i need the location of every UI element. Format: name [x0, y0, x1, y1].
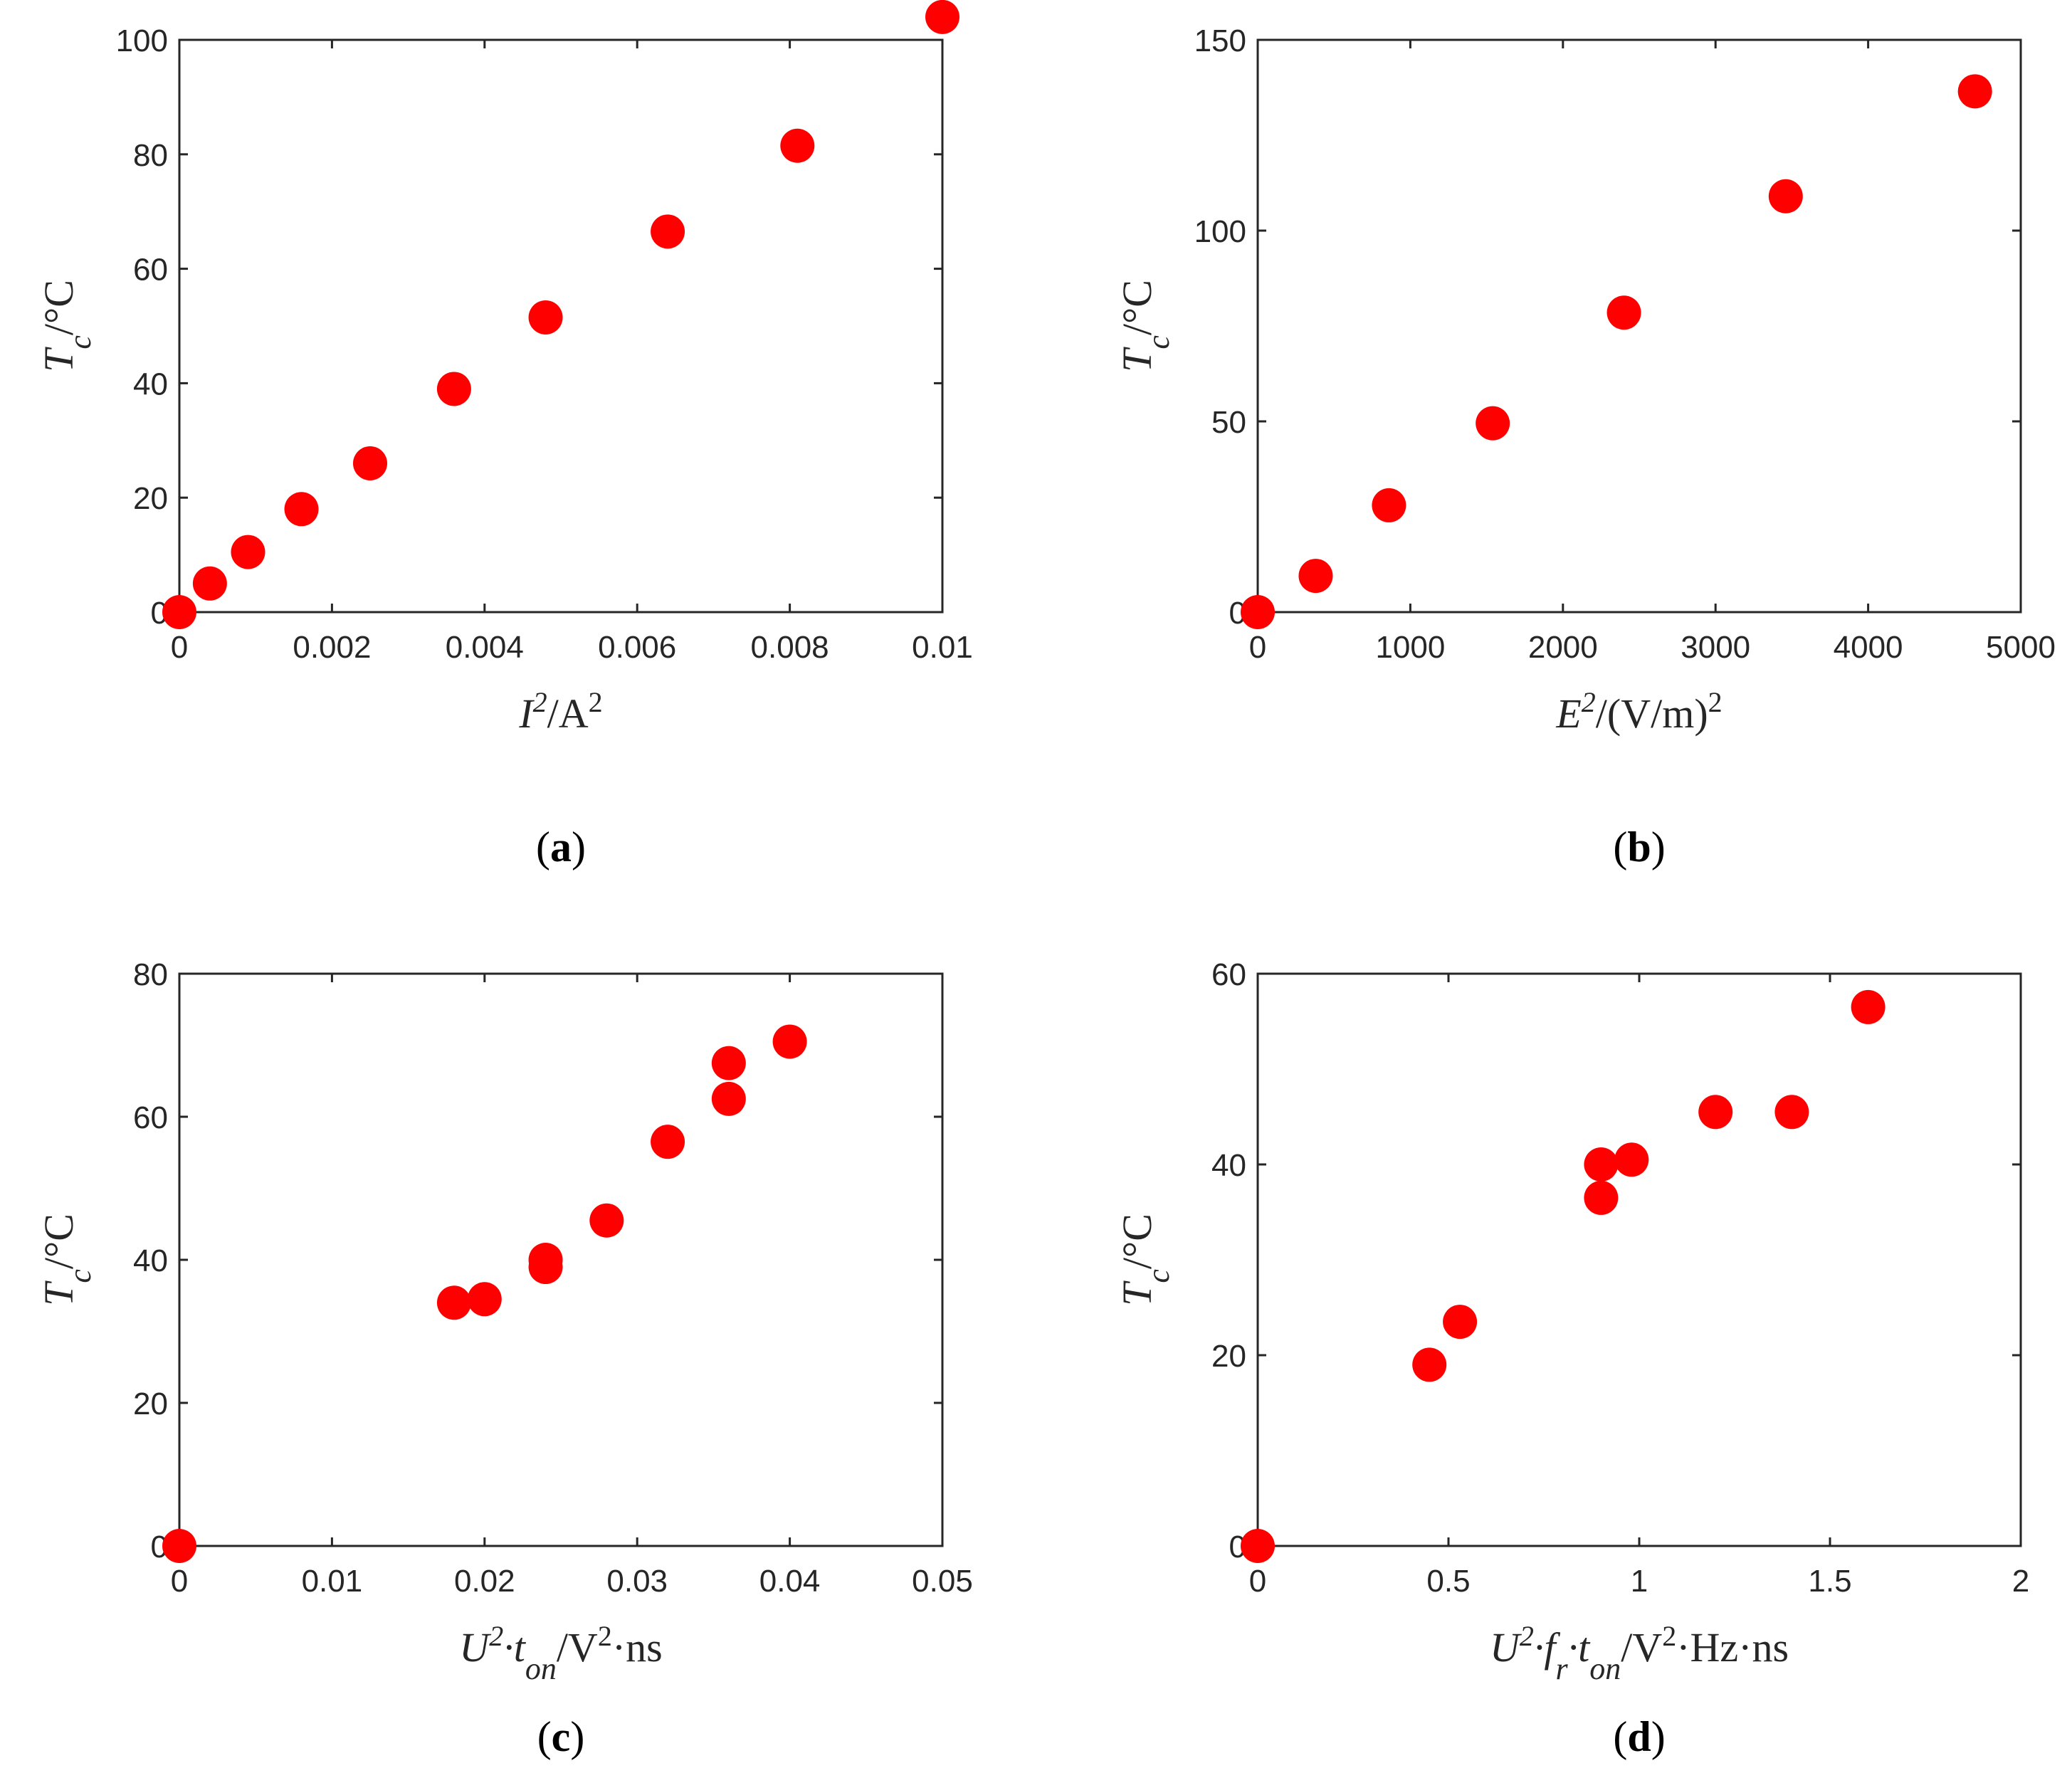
data-point — [1412, 1347, 1447, 1382]
y-tick-label: 150 — [1194, 23, 1246, 58]
plot-frame — [1256, 972, 2022, 1547]
y-tick-label: 80 — [133, 138, 168, 173]
data-point — [1606, 295, 1641, 330]
x-tick-label: 2 — [2012, 1564, 2029, 1599]
y-tick-label: 20 — [133, 481, 168, 516]
data-point — [1241, 595, 1275, 629]
data-point — [711, 1046, 746, 1080]
x-tick-label: 1000 — [1375, 630, 1445, 665]
data-point — [162, 1529, 196, 1563]
data-point — [925, 0, 959, 34]
y-tick-label: 20 — [133, 1387, 168, 1421]
data-point — [162, 595, 196, 629]
data-point — [651, 214, 685, 249]
chart-panel-b: 0 1000 2000 3000 4000 5000050100150E2/(V/m)2T… — [1114, 23, 2056, 870]
chart-panel-a: 0 0.002 0.004 0.006 0.008 0.01020406080100I2/… — [36, 0, 973, 870]
chart-panel-c: 0 0.01 0.02 0.03 0.04 0.05020406080U2·ton/V2·… — [36, 957, 973, 1760]
data-point — [1476, 406, 1510, 441]
x-tick-label: 1.5 — [1808, 1564, 1851, 1599]
x-tick-label: 0.5 — [1426, 1564, 1470, 1599]
x-tick-label: 0.002 — [293, 630, 371, 665]
data-point — [1768, 179, 1803, 214]
data-point — [1584, 1180, 1619, 1215]
x-tick-label: 3000 — [1681, 630, 1750, 665]
data-point — [1372, 488, 1406, 522]
x-tick-label: 0 — [171, 1564, 188, 1599]
x-tick-label: 0.04 — [759, 1564, 821, 1599]
x-tick-label: 1 — [1631, 1564, 1648, 1599]
data-point — [1241, 1529, 1275, 1563]
x-tick-label: 5000 — [1986, 630, 2056, 665]
data-point — [772, 1024, 807, 1059]
x-axis-label: I2/A2 — [518, 686, 602, 737]
y-tick-label: 40 — [133, 1243, 168, 1278]
x-tick-label: 4000 — [1834, 630, 1903, 665]
panel-label-c: (c) — [537, 1713, 585, 1760]
plot-frame — [178, 38, 944, 614]
data-point — [231, 535, 265, 569]
x-tick-label: 0.03 — [606, 1564, 668, 1599]
chart-panel-d: 0 0.5 1 1.5 20204060U2·fr·ton/V2·Hz·nsTc/°C(… — [1114, 957, 2029, 1760]
data-point — [528, 1243, 563, 1277]
y-tick-label: 60 — [133, 1100, 168, 1135]
data-point — [711, 1081, 746, 1116]
x-tick-label: 0 — [171, 630, 188, 665]
y-tick-label: 60 — [1211, 957, 1246, 992]
data-point — [353, 446, 387, 480]
data-point — [436, 372, 471, 406]
data-point — [1443, 1305, 1478, 1340]
data-point — [1851, 989, 1886, 1024]
x-tick-label: 0.008 — [751, 630, 829, 665]
data-point — [589, 1203, 624, 1238]
x-tick-label: 0.02 — [454, 1564, 515, 1599]
y-axis-label: Tc/°C — [36, 280, 98, 372]
data-point — [1584, 1147, 1619, 1182]
y-tick-label: 40 — [133, 367, 168, 401]
y-tick-label: 100 — [1194, 214, 1246, 249]
y-tick-label: 100 — [116, 23, 168, 58]
plot-frame — [1256, 38, 2022, 614]
y-axis-label: Tc/°C — [36, 1214, 98, 1306]
x-tick-label: 0.004 — [446, 630, 524, 665]
panel-label-d: (d) — [1613, 1713, 1665, 1760]
data-point — [1298, 559, 1333, 594]
data-point — [1614, 1142, 1649, 1177]
y-axis-label: Tc/°C — [1114, 1214, 1176, 1306]
y-tick-label: 80 — [133, 957, 168, 992]
x-tick-label: 0.05 — [912, 1564, 973, 1599]
y-tick-label: 40 — [1211, 1148, 1246, 1183]
data-point — [192, 566, 227, 601]
data-point — [436, 1285, 471, 1320]
data-point — [1774, 1095, 1809, 1130]
panel-label-a: (a) — [536, 824, 586, 870]
x-axis-label: U2·ton/V2·ns — [459, 1620, 662, 1686]
data-point — [284, 492, 319, 527]
x-tick-label: 0 — [1249, 630, 1266, 665]
x-tick-label: 2000 — [1528, 630, 1598, 665]
y-axis-label: Tc/°C — [1114, 280, 1176, 372]
y-tick-label: 60 — [133, 253, 168, 288]
x-axis-label: E2/(V/m)2 — [1555, 686, 1722, 737]
x-axis-label: U2·fr·ton/V2·Hz·ns — [1490, 1620, 1789, 1686]
data-point — [528, 300, 563, 335]
panel-label-b: (b) — [1613, 824, 1665, 870]
data-point — [1698, 1095, 1733, 1130]
y-tick-label: 50 — [1211, 405, 1246, 440]
data-point — [467, 1282, 502, 1317]
x-tick-label: 0.01 — [302, 1564, 363, 1599]
x-tick-label: 0.006 — [598, 630, 676, 665]
x-tick-label: 0.01 — [912, 630, 973, 665]
data-point — [780, 128, 815, 163]
x-tick-label: 0 — [1249, 1564, 1266, 1599]
y-tick-label: 20 — [1211, 1339, 1246, 1374]
data-point — [1957, 74, 1992, 109]
data-point — [651, 1125, 685, 1159]
